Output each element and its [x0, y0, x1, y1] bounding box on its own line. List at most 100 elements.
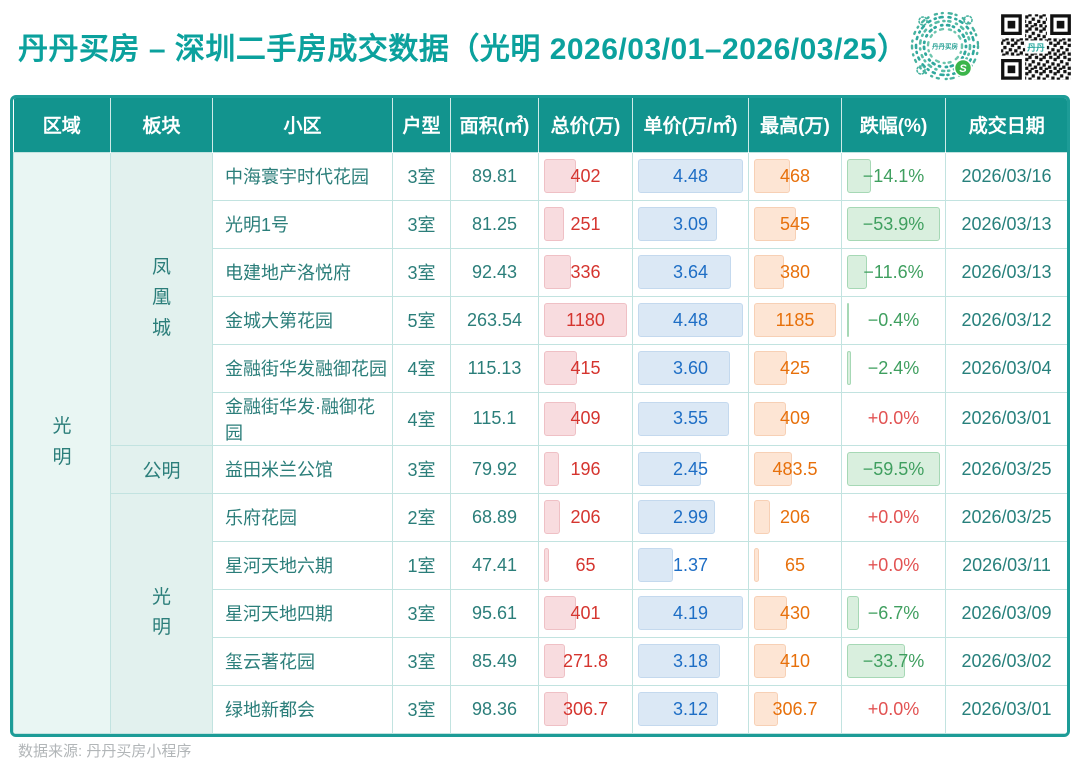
total-price-bar	[544, 159, 576, 193]
table-row: 金城大第花园 5室 263.54 1180 4.48 1185 −0.4% 20…	[14, 295, 1067, 345]
sector-cell: 光明	[110, 492, 213, 734]
area-cell: 95.61	[450, 588, 539, 638]
area-cell: 85.49	[450, 636, 539, 686]
unit-price-cell: 3.18	[632, 636, 749, 686]
unit-price-bar	[638, 207, 718, 241]
drop-bar	[847, 303, 849, 337]
drop-bar	[847, 159, 872, 193]
total-price-cell: 336	[538, 247, 633, 297]
col-header-region: 区域	[13, 98, 111, 152]
area-cell: 115.13	[450, 343, 539, 393]
drop-bar	[847, 207, 940, 241]
layout-cell: 5室	[392, 295, 451, 345]
deals-table-wrap: 区域 板块 小区 户型 面积(㎡) 总价(万) 单价(万/㎡) 最高(万) 跌幅…	[10, 95, 1070, 737]
community-cell: 电建地产洛悦府	[212, 247, 393, 297]
layout-cell: 4室	[392, 391, 451, 446]
unit-price-cell: 3.55	[632, 391, 749, 446]
drop-bar	[847, 596, 859, 630]
unit-price-bar	[638, 692, 719, 726]
total-price-bar	[544, 303, 627, 337]
total-price-cell: 401	[538, 588, 633, 638]
high-price-cell: 545	[748, 199, 842, 249]
community-cell: 益田米兰公馆	[212, 444, 393, 494]
date-cell: 2026/03/09	[945, 588, 1067, 638]
table-row: 绿地新都会 3室 98.36 306.7 3.12 306.7 +0.0% 20…	[14, 684, 1067, 734]
wechat-s-glyph: S	[959, 63, 967, 75]
miniprogram-code-icon: 丹丹买房 S	[902, 6, 988, 88]
area-cell: 68.89	[450, 492, 539, 542]
total-price-bar	[544, 401, 577, 436]
high-price-cell: 430	[748, 588, 842, 638]
col-header-drop: 跌幅(%)	[841, 98, 946, 152]
high-price-cell: 410	[748, 636, 842, 686]
drop-cell: +0.0%	[841, 492, 946, 542]
date-cell: 2026/03/13	[945, 247, 1067, 297]
table-row: 玺云著花园 3室 85.49 271.8 3.18 410 −33.7% 202…	[14, 636, 1067, 686]
area-cell: 89.81	[450, 151, 539, 201]
unit-price-cell: 4.48	[632, 295, 749, 345]
date-cell: 2026/03/25	[945, 492, 1067, 542]
drop-cell: +0.0%	[841, 540, 946, 590]
area-cell: 92.43	[450, 247, 539, 297]
date-cell: 2026/03/01	[945, 684, 1067, 734]
high-price-bar	[754, 303, 836, 337]
high-price-cell: 306.7	[748, 684, 842, 734]
layout-cell: 3室	[392, 247, 451, 297]
total-price-bar	[544, 351, 577, 385]
unit-price-bar	[638, 644, 720, 678]
sector-cell: 公明	[110, 444, 213, 494]
high-price-bar	[754, 207, 797, 241]
community-cell: 中海寰宇时代花园	[212, 151, 393, 201]
col-header-date: 成交日期	[945, 98, 1067, 152]
layout-cell: 1室	[392, 540, 451, 590]
area-cell: 98.36	[450, 684, 539, 734]
miniprogram-code-graphic: 丹丹买房 S	[910, 11, 980, 81]
total-price-cell: 196	[538, 444, 633, 494]
date-cell: 2026/03/01	[945, 391, 1067, 446]
drop-cell: −11.6%	[841, 247, 946, 297]
total-price-cell: 306.7	[538, 684, 633, 734]
high-price-bar	[754, 401, 786, 436]
layout-cell: 2室	[392, 492, 451, 542]
qr-codes: 丹丹买房 S	[902, 6, 1072, 88]
layout-cell: 3室	[392, 151, 451, 201]
community-cell: 绿地新都会	[212, 684, 393, 734]
area-cell: 115.1	[450, 391, 539, 446]
drop-bar	[847, 452, 940, 486]
high-price-bar	[754, 452, 792, 486]
col-header-layout: 户型	[392, 98, 451, 152]
miniprogram-logo-text: 丹丹买房	[931, 42, 959, 51]
col-header-area: 面积(㎡)	[450, 98, 539, 152]
total-price-bar	[544, 452, 560, 486]
drop-cell: −59.5%	[841, 444, 946, 494]
drop-cell: −33.7%	[841, 636, 946, 686]
total-price-cell: 402	[538, 151, 633, 201]
total-price-bar	[544, 548, 550, 582]
qr-code-graphic: 丹丹	[1000, 13, 1072, 81]
table-row: 电建地产洛悦府 3室 92.43 336 3.64 380 −11.6% 202…	[14, 247, 1067, 297]
layout-cell: 3室	[392, 588, 451, 638]
unit-price-cell: 4.19	[632, 588, 749, 638]
col-header-total-price: 总价(万)	[538, 98, 633, 152]
total-price-cell: 415	[538, 343, 633, 393]
region-cell: 光明	[13, 151, 111, 734]
high-price-cell: 1185	[748, 295, 842, 345]
table-row: 金融街华发融御花园 4室 115.13 415 3.60 425 −2.4% 2…	[14, 343, 1067, 393]
high-price-cell: 425	[748, 343, 842, 393]
unit-price-bar	[638, 452, 701, 486]
table-row: 光明 乐府花园 2室 68.89 206 2.99 206 +0.0% 2026…	[14, 492, 1067, 734]
total-price-bar	[544, 207, 564, 241]
table-row: 星河天地六期 1室 47.41 65 1.37 65 +0.0% 2026/03…	[14, 540, 1067, 590]
drop-bar	[847, 351, 852, 385]
col-header-community: 小区	[212, 98, 393, 152]
table-row: 星河天地四期 3室 95.61 401 4.19 430 −6.7% 2026/…	[14, 588, 1067, 638]
community-cell: 乐府花园	[212, 492, 393, 542]
unit-price-bar	[638, 255, 732, 289]
date-cell: 2026/03/13	[945, 199, 1067, 249]
unit-price-bar	[638, 548, 674, 582]
community-cell: 金城大第花园	[212, 295, 393, 345]
table-row: 光明 凤凰城 中海寰宇时代花园 3室 89.81 402 4.48 468 −1…	[13, 151, 1067, 734]
unit-price-bar	[638, 351, 731, 385]
high-price-bar	[754, 500, 770, 534]
